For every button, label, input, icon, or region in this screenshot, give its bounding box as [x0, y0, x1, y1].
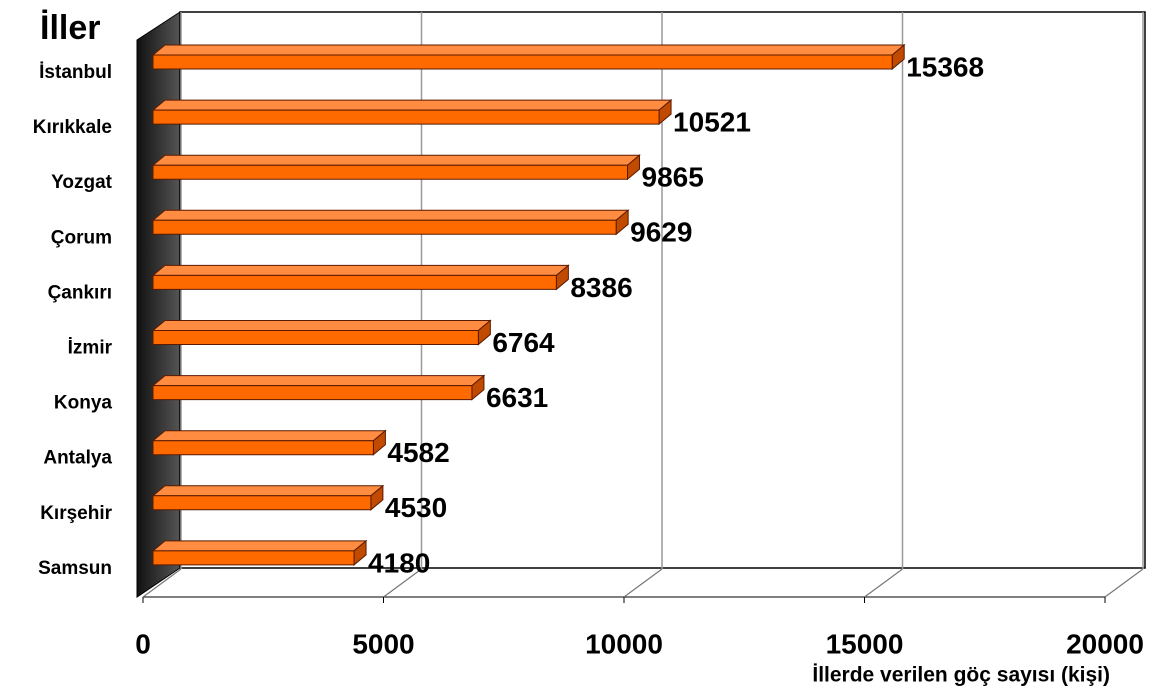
- value-label: 4582: [387, 437, 449, 468]
- bar-top: [151, 485, 385, 497]
- x-axis-title: İllerde verilen göç sayısı (kişi): [812, 664, 1110, 687]
- value-label: 6764: [492, 327, 555, 358]
- y-tick-label: Çorum: [51, 227, 112, 248]
- x-tick-label: 0: [135, 628, 151, 659]
- y-tick-label: Çankırı: [48, 282, 112, 303]
- bar: [151, 429, 387, 456]
- value-label: 4180: [368, 547, 430, 578]
- bar-front: [152, 385, 473, 401]
- y-tick-label: Kırşehir: [40, 503, 112, 524]
- bar-top: [151, 209, 630, 221]
- bar-front: [152, 495, 372, 511]
- bar-front: [152, 440, 374, 456]
- bar: [151, 154, 641, 181]
- y-tick-label: İstanbul: [39, 62, 112, 83]
- floor-line: [623, 568, 663, 598]
- bar-top: [151, 375, 486, 387]
- y-tick-label: İzmir: [68, 338, 113, 359]
- value-label: 10521: [673, 106, 751, 137]
- bar-front: [152, 109, 660, 125]
- bar-top: [151, 264, 570, 276]
- bar-top: [151, 99, 673, 111]
- x-tick-label: 15000: [826, 628, 904, 659]
- floor-line: [383, 568, 422, 598]
- y-tick-label: Yozgat: [51, 172, 113, 193]
- bar-top: [151, 320, 492, 331]
- bar: [151, 374, 486, 401]
- value-label: 9629: [630, 217, 692, 248]
- y-tick-label: Antalya: [43, 448, 112, 469]
- bar-front: [152, 274, 557, 290]
- floor-line: [864, 568, 903, 598]
- bar-top: [151, 44, 906, 56]
- x-tick-label: 20000: [1066, 628, 1144, 659]
- bar-top: [151, 540, 368, 552]
- value-label: 4530: [385, 492, 447, 523]
- bar: [151, 43, 906, 71]
- bar-front: [152, 550, 355, 566]
- bar: [151, 209, 630, 236]
- y-tick-label: Samsun: [38, 558, 112, 579]
- bar-front: [152, 54, 893, 70]
- bar: [151, 264, 570, 291]
- bar: [151, 539, 368, 566]
- bar-top: [151, 154, 641, 166]
- value-label: 9865: [642, 162, 704, 193]
- value-label: 6631: [486, 382, 548, 413]
- x-tick-label: 10000: [585, 628, 663, 659]
- bar-top: [151, 430, 387, 442]
- value-label: 15368: [906, 51, 984, 82]
- floor-line: [142, 568, 182, 598]
- value-label: 8386: [570, 272, 632, 303]
- floor-line: [1104, 568, 1144, 598]
- x-tick-label: 5000: [352, 628, 414, 659]
- bar-front: [152, 219, 617, 235]
- y-tick-label: Konya: [54, 393, 113, 414]
- chart-title: İller: [40, 9, 100, 47]
- bar: [151, 319, 492, 346]
- bar: [151, 99, 673, 126]
- bar-front: [152, 164, 629, 180]
- y-tick-label: Kırıkkale: [33, 117, 112, 138]
- bar-front: [152, 330, 479, 345]
- bar: [151, 484, 385, 511]
